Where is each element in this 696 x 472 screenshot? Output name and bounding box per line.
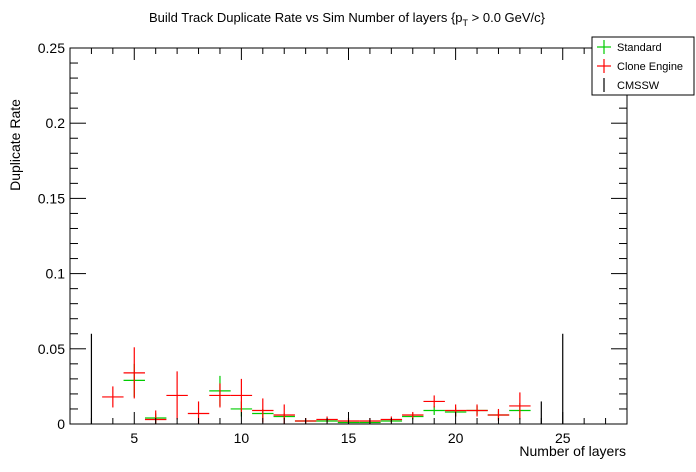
x-tick-label: 25 xyxy=(555,430,571,446)
x-axis-label: Number of layers xyxy=(519,443,626,459)
data-point xyxy=(209,383,231,408)
legend-label: Standard xyxy=(617,42,662,54)
y-tick-label: 0.1 xyxy=(46,266,66,282)
y-tick-label: 0.15 xyxy=(38,190,65,206)
y-tick-label: 0.25 xyxy=(38,40,65,56)
y-tick-label: 0.2 xyxy=(46,115,66,131)
chart-title: Build Track Duplicate Rate vs Sim Number… xyxy=(149,10,546,28)
legend-entry: Clone Engine xyxy=(597,59,683,73)
y-axis-label: Duplicate Rate xyxy=(7,99,23,191)
x-tick-label: 20 xyxy=(448,430,464,446)
data-point xyxy=(166,371,188,420)
legend-entry: CMSSW xyxy=(603,78,660,92)
x-tick-label: 5 xyxy=(130,430,138,446)
data-point xyxy=(123,347,145,399)
data-point xyxy=(402,411,424,418)
data-point xyxy=(230,378,253,412)
data-point xyxy=(102,386,124,408)
data-point xyxy=(466,404,488,417)
y-tick-label: 0 xyxy=(57,416,65,432)
legend-label: CMSSW xyxy=(617,80,660,92)
x-tick-label: 10 xyxy=(234,430,250,446)
x-tick-label: 15 xyxy=(341,430,357,446)
y-tick-label: 0.05 xyxy=(38,341,65,357)
legend-label: Clone Engine xyxy=(617,61,683,73)
legend: Standard Clone Engine CMSSW xyxy=(591,36,695,96)
legend-entry: Standard xyxy=(597,40,662,54)
data-point xyxy=(423,395,445,408)
x-axis: 5 10 15 20 25 xyxy=(69,48,628,446)
data-point xyxy=(509,392,531,420)
